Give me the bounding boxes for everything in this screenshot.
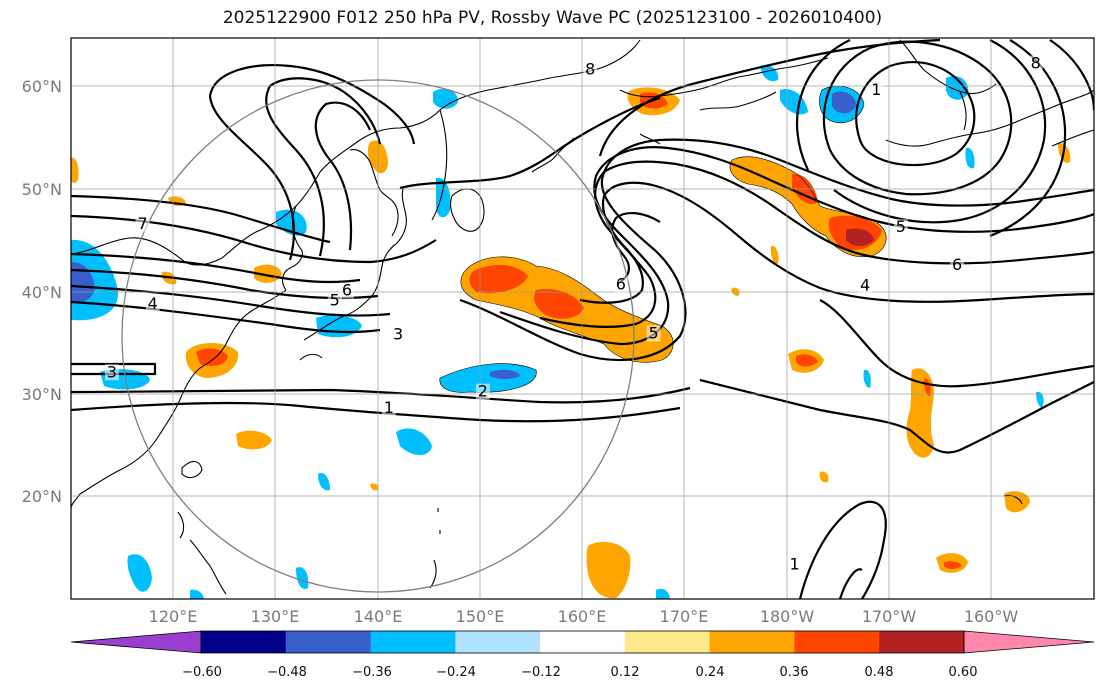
contour-label: 5 <box>330 291 340 310</box>
contour-label: 6 <box>342 281 352 300</box>
contour-label-bg <box>391 326 406 343</box>
contour-label-bg <box>646 325 661 342</box>
longitude-labels: 120°E 130°E 140°E 150°E 160°E 170°E 180°… <box>149 607 1019 626</box>
colorbar-extend-max <box>963 630 1095 654</box>
contour-label-bg <box>858 277 873 294</box>
contour-label: 6 <box>616 274 626 293</box>
lat-label: 30°N <box>22 385 62 404</box>
contour-label: 4 <box>860 275 870 294</box>
contour-label-bg <box>339 282 354 299</box>
contour-label: 8 <box>1031 54 1041 73</box>
colorbar-segment <box>285 631 372 653</box>
colorbar-segment <box>201 631 287 653</box>
colorbar-segment <box>370 631 456 653</box>
colorbar-tick: −0.48 <box>267 665 307 680</box>
colorbar-tick-labels: −0.60 −0.48 −0.36 −0.24 −0.12 0.12 0.24 … <box>182 665 977 680</box>
contour-label-bg <box>327 292 342 309</box>
contour-label-bg <box>869 82 884 99</box>
contour-label-bg <box>613 276 628 293</box>
contour-label: 2 <box>478 382 488 401</box>
lat-label: 20°N <box>22 487 62 506</box>
colorbar-tick: 0.36 <box>780 665 809 680</box>
contour-label-bg <box>135 216 150 233</box>
colorbar-segment <box>794 631 880 653</box>
contour-label: 5 <box>896 217 906 236</box>
colorbar-segment <box>624 631 711 653</box>
colorbar-segment <box>709 631 795 653</box>
colorbar-extend-min <box>70 630 202 654</box>
contour-label: 3 <box>393 324 403 343</box>
contour-label: 1 <box>789 554 799 573</box>
contour-label-bg <box>1028 55 1043 72</box>
map-frame <box>70 37 1095 600</box>
contour-label: 1 <box>384 398 394 417</box>
contour-label-bg <box>950 256 965 273</box>
contour-label: 4 <box>148 294 158 313</box>
lon-label: 170°W <box>862 607 917 626</box>
colorbar-tick: −0.60 <box>182 665 222 680</box>
radius-circle <box>121 79 635 593</box>
colorbar-tick: 0.12 <box>611 665 640 680</box>
lon-label: 150°E <box>456 607 505 626</box>
lon-label: 140°E <box>354 607 403 626</box>
contour-label-bg <box>583 61 598 78</box>
contour-label-bg <box>381 400 396 417</box>
contour-label: 8 <box>585 60 595 79</box>
lon-label: 160°W <box>964 607 1019 626</box>
contour-label: 5 <box>648 323 658 342</box>
lon-label: 160°E <box>558 607 607 626</box>
contour-label-bg <box>104 364 119 381</box>
contour-label-bg <box>787 556 802 573</box>
lat-label: 50°N <box>22 180 62 199</box>
lon-label: 130°E <box>251 607 300 626</box>
colorbar-segment <box>455 631 541 653</box>
colorbar-segment <box>879 631 965 653</box>
lon-label: 180°W <box>760 607 815 626</box>
contour-label: 3 <box>107 362 117 381</box>
lon-label: 170°E <box>660 607 709 626</box>
colorbar-tick: 0.48 <box>865 665 894 680</box>
contour-label: 1 <box>871 80 881 99</box>
colorbar-segment <box>540 631 626 653</box>
lat-label: 40°N <box>22 283 62 302</box>
colorbar-frame <box>200 630 965 654</box>
colorbar-tick: −0.24 <box>436 665 476 680</box>
contour-label: 6 <box>952 255 962 274</box>
lon-label: 120°E <box>149 607 198 626</box>
anomaly-outlines <box>439 85 887 393</box>
colorbar-tick: 0.24 <box>696 665 725 680</box>
colorbar-tick: 0.60 <box>949 665 978 680</box>
plot-title: 2025122900 F012 250 hPa PV, Rossby Wave … <box>222 8 883 28</box>
colorbar-tick: −0.12 <box>521 665 561 680</box>
colorbar <box>70 630 1095 654</box>
colorbar-tick: −0.36 <box>352 665 392 680</box>
lat-label: 60°N <box>22 77 62 96</box>
contour-label-bg <box>145 295 160 312</box>
contour-label-bg <box>475 383 490 400</box>
contour-label: 7 <box>137 214 147 233</box>
latitude-labels: 60°N 50°N 40°N 30°N 20°N <box>22 77 62 506</box>
graticule <box>71 38 1094 599</box>
contour-label-bg <box>893 219 908 236</box>
